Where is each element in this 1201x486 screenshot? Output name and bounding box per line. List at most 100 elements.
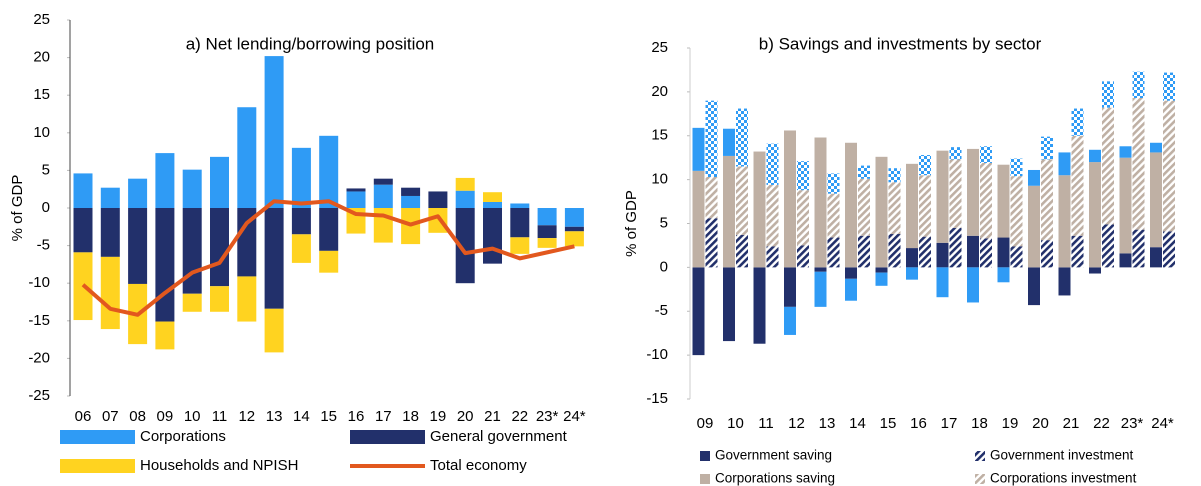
bar [483,192,502,202]
bar [1028,185,1040,268]
bar [906,267,918,280]
x-tick-label: 20 [1032,415,1049,432]
bar [210,286,229,312]
bar [1089,162,1101,268]
bar [888,234,901,268]
x-tick-label: 12 [788,415,805,432]
line [81,199,575,317]
bar [906,163,918,249]
legend-swatch [60,430,135,444]
bar [291,147,311,208]
y-tick-label: -10 [28,274,50,291]
bar [936,267,949,298]
bar [705,100,718,177]
bar [967,267,979,303]
bar [155,153,175,208]
bar [455,208,475,284]
chart-title: a) Net lending/borrowing position [186,34,435,53]
bar [564,226,584,232]
bar [997,267,1010,283]
bar [875,272,888,286]
bar [455,177,475,191]
x-tick-label: 19 [430,408,447,425]
bar [1071,235,1084,268]
bar [980,162,992,239]
bar [858,235,870,268]
bar [483,201,502,208]
bar [1041,136,1053,160]
bar [319,208,339,251]
y-tick-label: -5 [655,302,668,319]
bar [401,195,421,208]
bar [1150,247,1162,268]
bar [1028,169,1040,186]
y-tick-label: -5 [37,237,50,254]
bar [797,190,809,246]
y-tick-label: -15 [28,312,50,329]
bar [753,151,766,268]
bar [537,238,557,248]
x-tick-label: 16 [348,408,365,425]
x-tick-label: 11 [212,408,228,425]
bar [797,245,809,268]
legend-swatch [60,459,135,473]
bar [875,267,888,273]
x-tick-label: 21 [1063,415,1080,432]
bar [73,208,93,253]
bar [827,193,840,238]
y-tick-label: 20 [33,49,50,66]
bar [564,231,584,247]
bar [510,237,530,254]
x-tick-label: 10 [184,408,201,425]
bar [949,159,962,228]
bar [1058,175,1071,268]
bar [401,187,421,196]
x-tick-label: 15 [880,415,897,432]
bar [319,250,339,273]
bar [564,208,584,227]
bar [936,150,949,243]
bar [753,267,766,344]
bar [264,308,284,353]
bar [1010,176,1023,247]
bar [814,271,827,307]
bar [483,208,502,264]
y-axis-label: % of GDP [9,175,26,242]
bar [888,168,901,183]
bar [1163,100,1175,232]
legend-label: Corporations [140,428,226,445]
bar [906,248,918,268]
bar [1150,152,1162,248]
y-tick-label: 15 [651,127,668,144]
bar [766,246,779,268]
bar [1089,267,1101,274]
bar [237,208,257,277]
bar [100,256,120,330]
x-tick-label: 13 [266,408,283,425]
y-tick-label: 10 [33,124,50,141]
bar [766,143,779,185]
bar [919,236,931,268]
bar [967,235,979,268]
bar [736,166,748,235]
bar [1058,267,1071,296]
bar [1102,107,1114,225]
bar [875,156,888,268]
bar [997,237,1010,268]
x-tick-label: 11 [758,415,774,432]
legend-label: Corporations saving [715,471,835,486]
bar [736,108,748,167]
bar [1102,224,1114,268]
x-tick-label: 16 [910,415,927,432]
x-tick-label: 18 [402,408,419,425]
bar [1041,240,1053,268]
bar [845,267,857,279]
x-tick-label: 23* [536,408,559,425]
bar [237,107,257,208]
legend-label: Households and NPISH [140,457,298,474]
bar [510,203,530,208]
bar [919,175,931,237]
legend-swatch [975,474,985,484]
bar [428,191,448,208]
bar [784,130,796,268]
